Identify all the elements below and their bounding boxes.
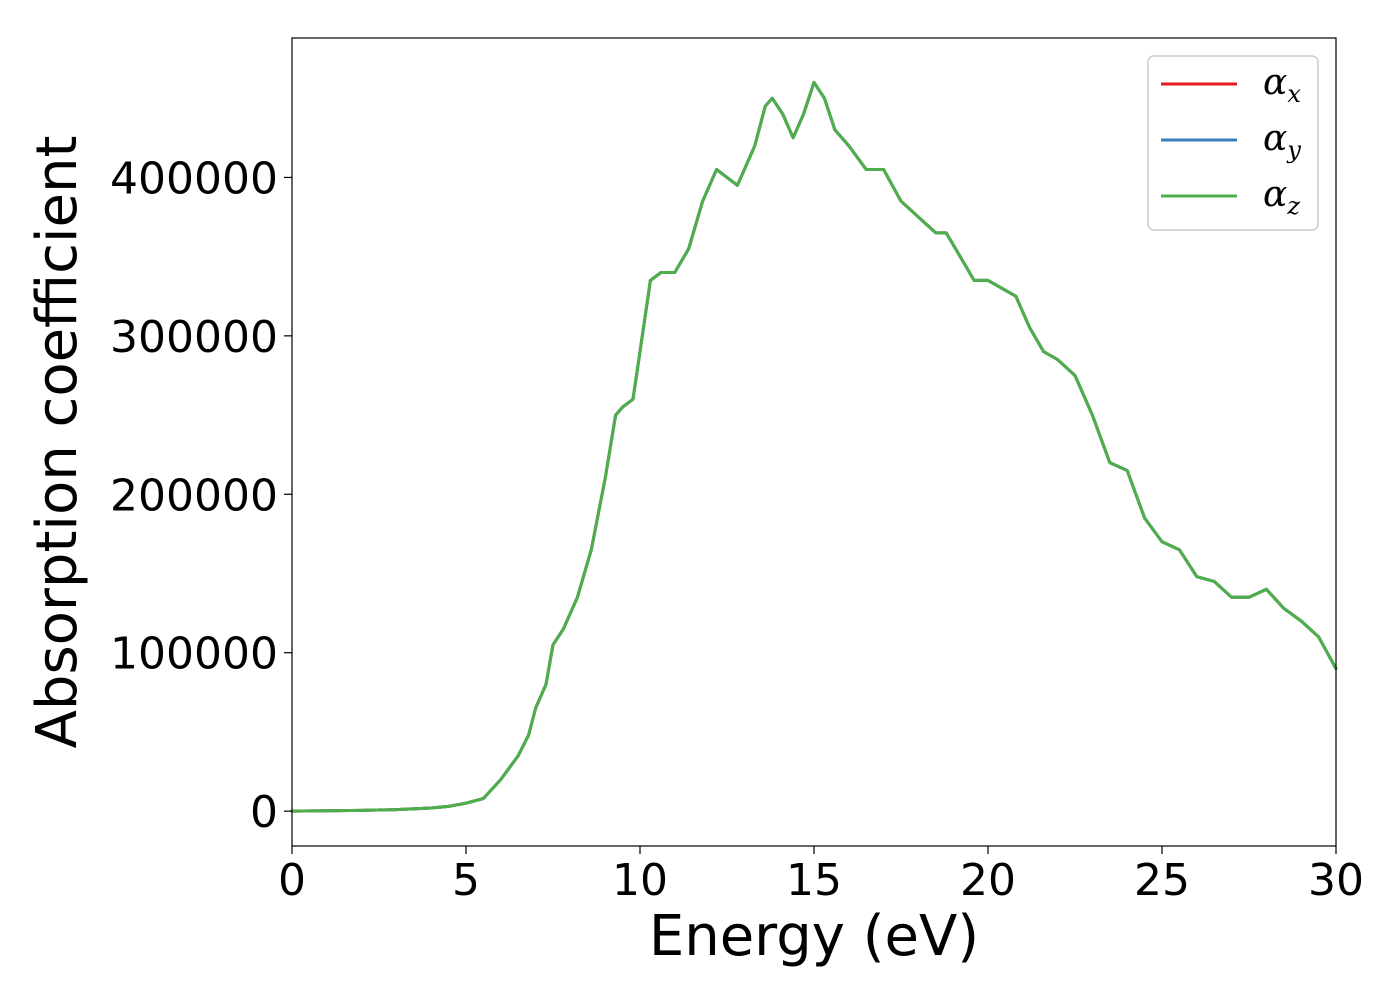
legend-label-main: α <box>1263 174 1287 215</box>
y-tick-label: 0 <box>250 787 278 838</box>
x-tick-label: 15 <box>786 855 842 906</box>
x-tick-label: 20 <box>960 855 1016 906</box>
y-tick-label: 200000 <box>110 470 278 521</box>
x-tick-label: 10 <box>612 855 668 906</box>
y-axis-label: Absorption coefficient <box>25 136 90 749</box>
legend-label-main: α <box>1263 118 1287 159</box>
legend-label-x: αx <box>1263 62 1301 108</box>
y-tick-label: 100000 <box>110 629 278 680</box>
y-tick-label: 300000 <box>110 312 278 363</box>
series-line-z <box>290 80 1338 813</box>
legend-label-z: αz <box>1263 174 1300 220</box>
x-ticks: 0 5 10 15 20 25 30 <box>278 846 1364 906</box>
legend-box <box>1147 55 1319 231</box>
legend-label-y: αy <box>1263 118 1301 164</box>
y-ticks: 0 100000 200000 300000 400000 <box>110 153 292 838</box>
x-tick-label: 5 <box>452 855 480 906</box>
y-tick-label: 400000 <box>110 153 278 204</box>
legend-label-main: α <box>1263 62 1287 103</box>
x-tick-label: 0 <box>278 855 306 906</box>
series-layer <box>290 80 1338 813</box>
legend-label-sub: y <box>1286 136 1301 164</box>
legend-label-sub: x <box>1287 80 1301 108</box>
legend-label-sub: z <box>1286 192 1300 220</box>
x-axis-label: Energy (eV) <box>649 904 979 969</box>
x-tick-label: 25 <box>1134 855 1190 906</box>
x-tick-label: 30 <box>1308 855 1364 906</box>
